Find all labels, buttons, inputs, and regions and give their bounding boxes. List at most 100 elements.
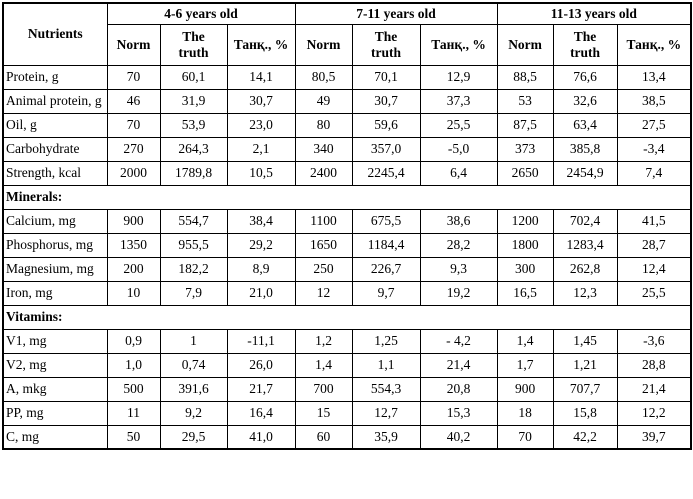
- age-group-7-11-header: 7-11 years old: [294, 2, 498, 25]
- nutrient-label: Calcium, mg: [2, 208, 108, 234]
- value-cell: 15,3: [419, 400, 498, 426]
- value-cell: 37,3: [419, 88, 498, 114]
- tank-percent-header-3: Танқ., %: [616, 23, 692, 66]
- value-cell: 200: [106, 256, 161, 282]
- table-row: Oil, g 70 53,9 23,0 80 59,6 25,5 87,5 63,4 27,5: [2, 112, 692, 138]
- value-cell: 1,25: [351, 328, 421, 354]
- table-row: Calcium, mg 900 554,7 38,4 1100 675,5 38,6 1200…: [2, 208, 692, 234]
- tank-percent-header-1: Танқ., %: [226, 23, 296, 66]
- value-cell: 70,1: [351, 64, 421, 90]
- value-cell: 35,9: [351, 424, 421, 450]
- value-cell: 1,21: [552, 352, 618, 378]
- value-cell: 1650: [294, 232, 353, 258]
- value-cell: 900: [106, 208, 161, 234]
- value-cell: 14,1: [226, 64, 296, 90]
- value-cell: 7,4: [616, 160, 692, 186]
- section-header-row: Minerals:: [2, 184, 692, 210]
- nutrient-label: Magnesium, mg: [2, 256, 108, 282]
- value-cell: 391,6: [159, 376, 228, 402]
- value-cell: 1200: [496, 208, 554, 234]
- value-cell: 1800: [496, 232, 554, 258]
- value-cell: 41,0: [226, 424, 296, 450]
- value-cell: -3,4: [616, 136, 692, 162]
- value-cell: 25,5: [419, 112, 498, 138]
- value-cell: 900: [496, 376, 554, 402]
- value-cell: 1,4: [294, 352, 353, 378]
- value-cell: 12,2: [616, 400, 692, 426]
- value-cell: 19,2: [419, 280, 498, 306]
- truth-header-2: The truth: [351, 23, 421, 66]
- value-cell: 60,1: [159, 64, 228, 90]
- value-cell: 28,8: [616, 352, 692, 378]
- value-cell: 6,4: [419, 160, 498, 186]
- sub-header-row: Norm The truth Танқ., % Norm The truth Т…: [3, 23, 692, 66]
- value-cell: 38,4: [226, 208, 296, 234]
- value-cell: 357,0: [351, 136, 421, 162]
- value-cell: 9,2: [159, 400, 228, 426]
- value-cell: 63,4: [552, 112, 618, 138]
- age-group-11-13-header: 11-13 years old: [496, 2, 692, 25]
- nutrient-label: Oil, g: [2, 112, 108, 138]
- value-cell: 12,4: [616, 256, 692, 282]
- value-cell: 88,5: [496, 64, 554, 90]
- value-cell: 21,0: [226, 280, 296, 306]
- value-cell: 2,1: [226, 136, 296, 162]
- nutrient-label: Carbohydrate: [2, 136, 108, 162]
- tank-percent-header-2: Танқ., %: [419, 23, 498, 66]
- nutrients-header: Nutrients: [2, 2, 108, 66]
- value-cell: 28,2: [419, 232, 498, 258]
- value-cell: 955,5: [159, 232, 228, 258]
- value-cell: 10: [106, 280, 161, 306]
- age-group-4-6-header: 4-6 years old: [106, 2, 296, 25]
- value-cell: 49: [294, 88, 353, 114]
- value-cell: 373: [496, 136, 554, 162]
- table-row: C, mg 50 29,5 41,0 60 35,9 40,2 70 42,2 39,7: [2, 424, 692, 450]
- value-cell: 1789,8: [159, 160, 228, 186]
- table-row: PP, mg 11 9,2 16,4 15 12,7 15,3 18 15,8 12,2: [2, 400, 692, 426]
- table-row: V2, mg 1,0 0,74 26,0 1,4 1,1 21,4 1,7 1,21 28,8: [2, 352, 692, 378]
- value-cell: 18: [496, 400, 554, 426]
- value-cell: 70: [106, 112, 161, 138]
- value-cell: -5,0: [419, 136, 498, 162]
- value-cell: 250: [294, 256, 353, 282]
- value-cell: 29,2: [226, 232, 296, 258]
- nutrient-label: Protein, g: [2, 64, 108, 90]
- value-cell: 46: [106, 88, 161, 114]
- value-cell: 11: [106, 400, 161, 426]
- nutrient-label: V1, mg: [2, 328, 108, 354]
- value-cell: 12,3: [552, 280, 618, 306]
- truth-header-label: The truth: [371, 28, 402, 60]
- value-cell: 385,8: [552, 136, 618, 162]
- value-cell: 264,3: [159, 136, 228, 162]
- value-cell: 1283,4: [552, 232, 618, 258]
- value-cell: 50: [106, 424, 161, 450]
- value-cell: 0,9: [106, 328, 161, 354]
- value-cell: 30,7: [351, 88, 421, 114]
- value-cell: 15,8: [552, 400, 618, 426]
- table-row: Carbohydrate 270 264,3 2,1 340 357,0 -5,0 373 38…: [2, 136, 692, 162]
- table-row: Iron, mg 10 7,9 21,0 12 9,7 19,2 16,5 12,3 25,5: [2, 280, 692, 306]
- value-cell: 2454,9: [552, 160, 618, 186]
- value-cell: 42,2: [552, 424, 618, 450]
- value-cell: 29,5: [159, 424, 228, 450]
- value-cell: 12,9: [419, 64, 498, 90]
- value-cell: 16,5: [496, 280, 554, 306]
- value-cell: 15: [294, 400, 353, 426]
- value-cell: 10,5: [226, 160, 296, 186]
- table-row: A, mkg 500 391,6 21,7 700 554,3 20,8 900 707,7 21…: [2, 376, 692, 402]
- value-cell: -3,6: [616, 328, 692, 354]
- table-row: Animal protein, g 46 31,9 30,7 49 30,7 37,3 53 3…: [2, 88, 692, 114]
- value-cell: 300: [496, 256, 554, 282]
- value-cell: 53,9: [159, 112, 228, 138]
- value-cell: 8,9: [226, 256, 296, 282]
- value-cell: 20,8: [419, 376, 498, 402]
- section-title: Minerals:: [2, 184, 692, 210]
- value-cell: 39,7: [616, 424, 692, 450]
- value-cell: 1,4: [496, 328, 554, 354]
- value-cell: 76,6: [552, 64, 618, 90]
- value-cell: 13,4: [616, 64, 692, 90]
- table-row: Protein, g 70 60,1 14,1 80,5 70,1 12,9 88,5 76,6…: [2, 64, 692, 90]
- value-cell: 2000: [106, 160, 161, 186]
- section-title: Vitamins:: [2, 304, 692, 330]
- value-cell: 270: [106, 136, 161, 162]
